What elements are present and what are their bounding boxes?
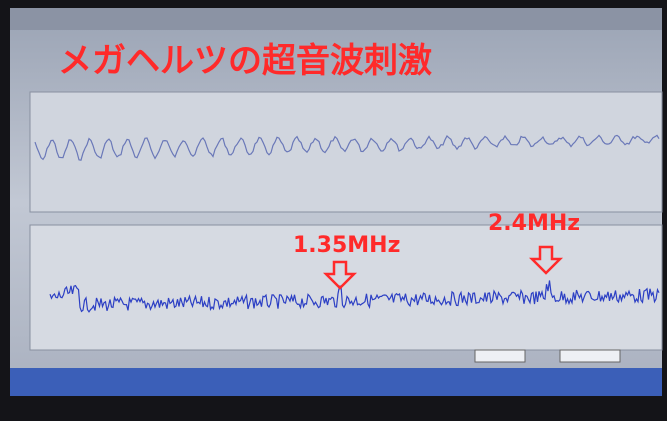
frequency-label: 2.4MHz (488, 211, 580, 236)
screen-photo: メガヘルツの超音波刺激 1.35MHz 2.4MHz (0, 0, 667, 421)
frequency-label: 1.35MHz (293, 233, 400, 258)
top-panel (30, 92, 662, 212)
status-box (475, 350, 525, 362)
title-annotation: メガヘルツの超音波刺激 (58, 41, 432, 81)
toolbar (10, 8, 662, 30)
page: メガヘルツの超音波刺激 1.35MHz 2.4MHz (() => { cons… (0, 0, 667, 421)
status-box (560, 350, 620, 362)
taskbar (10, 368, 662, 396)
